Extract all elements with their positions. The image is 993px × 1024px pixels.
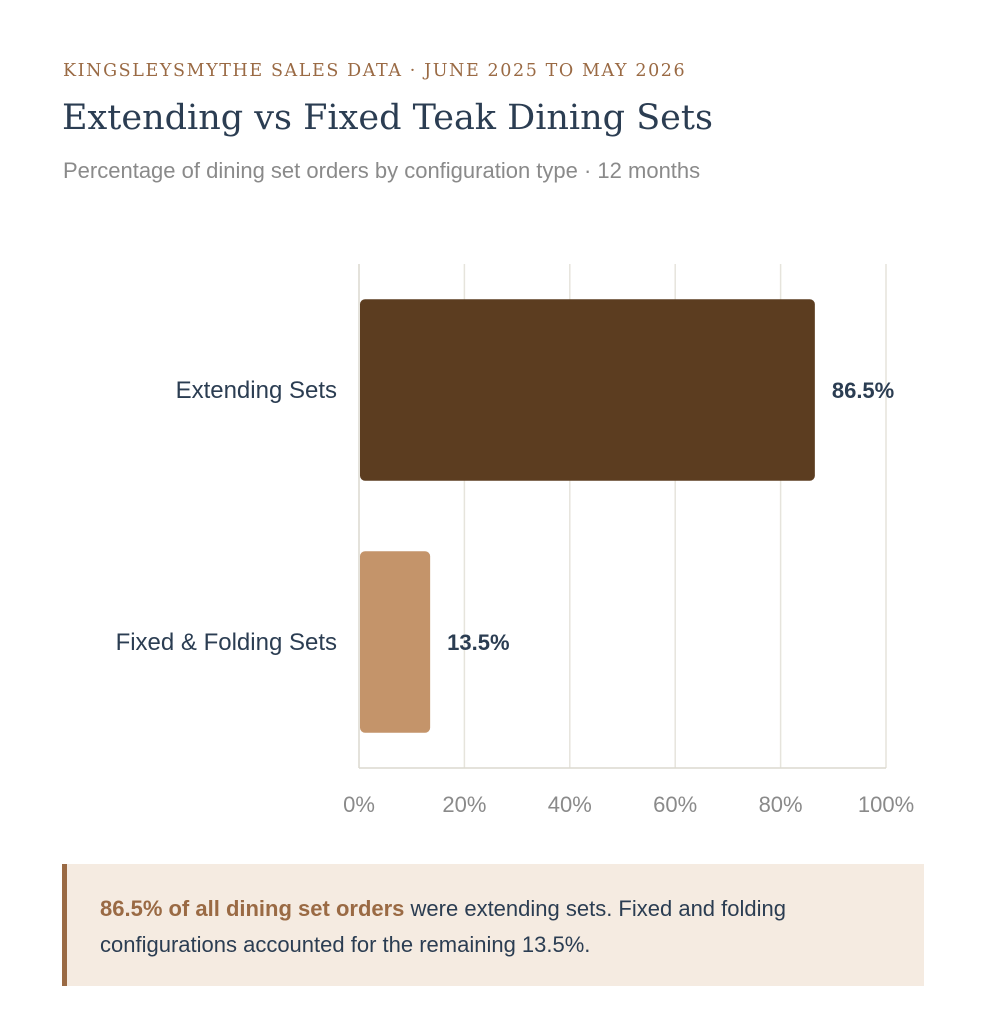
x-tick-label: 80%	[759, 792, 803, 817]
chart-eyebrow: KINGSLEYSMYTHE SALES DATA · JUNE 2025 TO…	[63, 61, 687, 81]
x-tick-label: 60%	[653, 792, 697, 817]
bar-chart: 0% 20% 40% 60% 80% 100% Extending Sets 86.5% Fix…	[116, 264, 914, 817]
x-tick-label: 100%	[858, 792, 914, 817]
value-label: 86.5%	[832, 378, 894, 403]
x-tick-label: 0%	[343, 792, 375, 817]
callout-highlight: 86.5% of all dining set orders	[100, 896, 405, 921]
bar	[360, 551, 431, 733]
bar	[360, 299, 815, 481]
category-label: Extending Sets	[176, 377, 337, 404]
chart-title: Extending vs Fixed Teak Dining Sets	[62, 98, 713, 138]
summary-callout: 86.5% of all dining set orders were exte…	[62, 864, 924, 986]
callout-text: were extending sets. Fixed and folding c…	[100, 896, 786, 957]
category-label: Fixed & Folding Sets	[116, 629, 337, 656]
x-tick-label: 40%	[548, 792, 592, 817]
chart-subtitle: Percentage of dining set orders by confi…	[63, 158, 701, 183]
value-label: 13.5%	[447, 630, 509, 655]
x-tick-label: 20%	[442, 792, 486, 817]
